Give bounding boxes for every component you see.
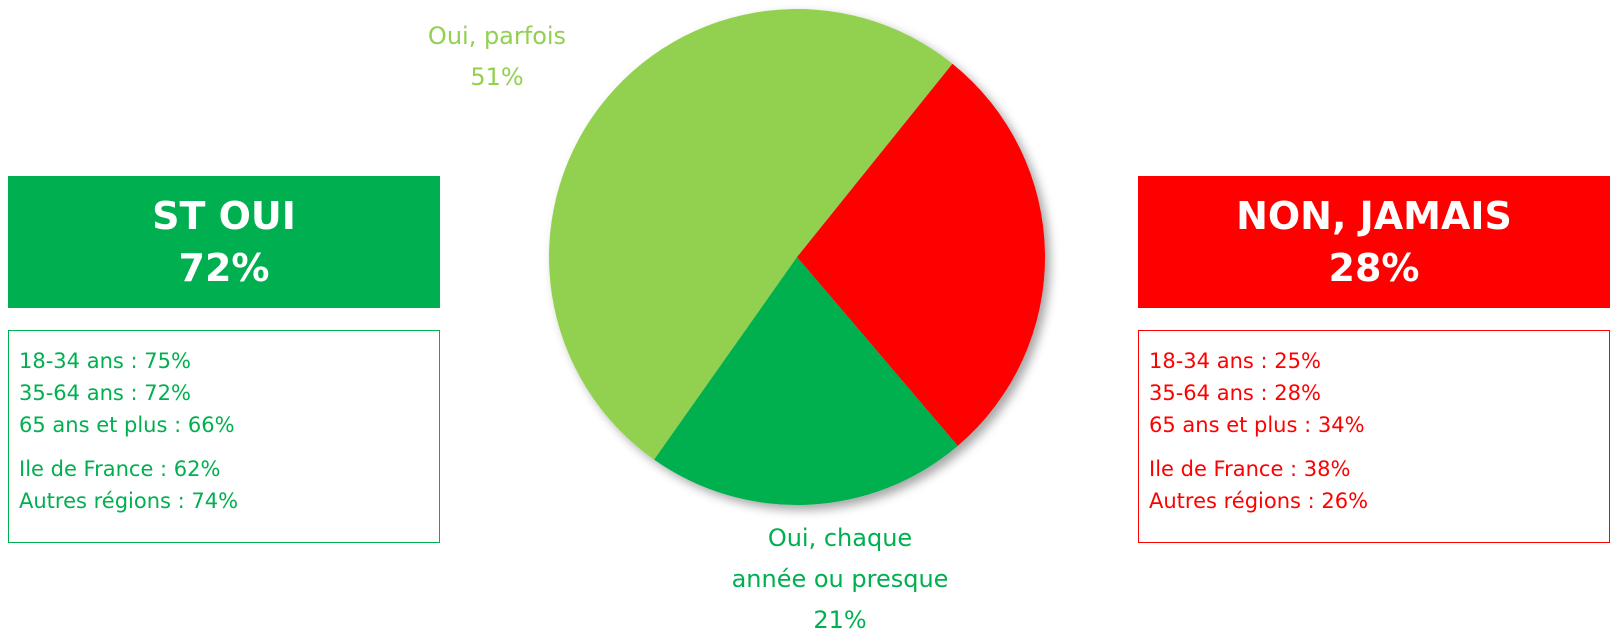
detail-line: Ile de France : 38% bbox=[1149, 457, 1351, 481]
pie-slice bbox=[548, 8, 953, 460]
detail-line: 65 ans et plus : 34% bbox=[1149, 413, 1365, 437]
slice-category: Oui, parfois bbox=[427, 22, 567, 50]
detail-line: 65 ans et plus : 66% bbox=[19, 413, 235, 437]
detail-line: Ile de France : 62% bbox=[19, 457, 221, 481]
slice-value: 51% bbox=[470, 63, 524, 91]
panel-total: 28% bbox=[1328, 246, 1420, 290]
panel-total: 72% bbox=[178, 246, 270, 290]
detail-line: 18-34 ans : 75% bbox=[19, 349, 191, 373]
detail-line: 18-34 ans : 25% bbox=[1149, 349, 1321, 373]
panel-title: ST OUI bbox=[152, 194, 296, 238]
detail-line: Autres régions : 26% bbox=[1149, 489, 1369, 513]
panel-details: 18-34 ans : 25% 35-64 ans : 28% 65 ans et … bbox=[1138, 330, 1610, 543]
detail-group: 18-34 ans : 75% 35-64 ans : 72% 65 ans et … bbox=[19, 345, 429, 441]
slice-value: 21% bbox=[813, 606, 867, 634]
panel-header: ST OUI 72% bbox=[8, 176, 440, 308]
detail-line: Autres régions : 74% bbox=[19, 489, 239, 513]
panel-header: NON, JAMAIS 28% bbox=[1138, 176, 1610, 308]
pie-slice bbox=[797, 63, 1045, 446]
pie-slice bbox=[654, 257, 958, 505]
slice-label: Oui, parfois 51% bbox=[347, 16, 647, 98]
slice-category: Oui, chaque année ou presque bbox=[731, 524, 949, 593]
detail-group: 18-34 ans : 25% 35-64 ans : 28% 65 ans et … bbox=[1149, 345, 1599, 441]
slice-label: Oui, chaque année ou presque 21% bbox=[690, 518, 990, 641]
detail-group: Ile de France : 62% Autres régions : 74% bbox=[19, 453, 429, 517]
panel-title: NON, JAMAIS bbox=[1236, 194, 1512, 238]
detail-line: 35-64 ans : 28% bbox=[1149, 381, 1321, 405]
detail-group: Ile de France : 38% Autres régions : 26% bbox=[1149, 453, 1599, 517]
panel-details: 18-34 ans : 75% 35-64 ans : 72% 65 ans et … bbox=[8, 330, 440, 543]
detail-line: 35-64 ans : 72% bbox=[19, 381, 191, 405]
